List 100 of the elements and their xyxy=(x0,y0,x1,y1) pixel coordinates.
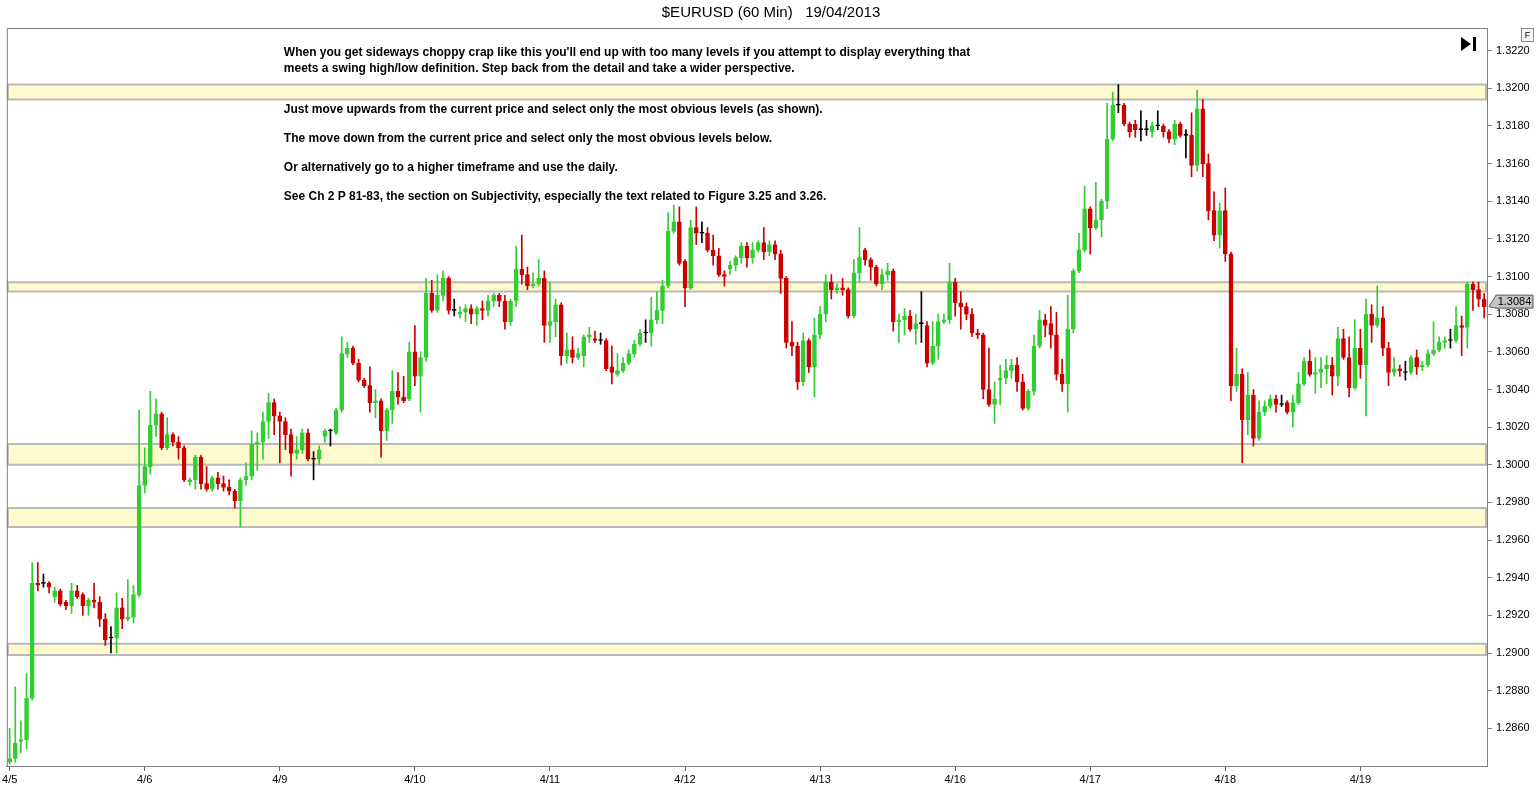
candlestick xyxy=(958,291,964,330)
candlestick xyxy=(1318,357,1324,388)
candlestick xyxy=(12,686,18,763)
candlestick xyxy=(86,598,91,616)
candlestick xyxy=(699,221,705,243)
candlestick xyxy=(930,321,935,366)
y-tick-label: 1.2860 xyxy=(1496,721,1530,734)
candlestick xyxy=(778,249,784,294)
candlestick xyxy=(277,411,283,464)
candlestick xyxy=(688,219,693,291)
candlestick xyxy=(947,263,952,324)
x-tick-label: 4/9 xyxy=(272,772,288,785)
candlestick xyxy=(1374,285,1380,328)
y-tick-label: 1.3180 xyxy=(1496,118,1530,131)
annotation: See Ch 2 P 81-83, the section on Subjectivity, especially the text related to Figure 3.25 and 3.26. xyxy=(283,188,827,203)
candlestick xyxy=(52,586,58,603)
candlestick xyxy=(131,584,136,624)
candlestick xyxy=(103,613,108,646)
annotation: The move down from the current price and select only the most obvious levels below. xyxy=(283,130,773,145)
candlestick xyxy=(24,673,29,750)
candlestick xyxy=(446,276,451,315)
y-tick-label: 1.3020 xyxy=(1496,420,1530,433)
candlestick xyxy=(677,206,682,266)
candlestick xyxy=(857,227,862,283)
y-tick-label: 1.3220 xyxy=(1496,43,1530,56)
candlestick xyxy=(1155,110,1161,130)
candlestick xyxy=(902,308,907,336)
chart-title: $EURUSD (60 Min) 19/04/2013 xyxy=(661,3,881,21)
candlestick xyxy=(1267,394,1273,409)
candlestick xyxy=(249,430,254,481)
x-tick-label: 4/18 xyxy=(1214,772,1237,785)
candlestick xyxy=(480,300,485,321)
y-tick-label: 1.3120 xyxy=(1496,231,1530,244)
candlestick xyxy=(992,381,997,424)
candlestick xyxy=(69,583,74,614)
candlestick xyxy=(519,234,525,285)
candlestick xyxy=(660,279,665,324)
candlestick xyxy=(1431,321,1436,356)
candlestick xyxy=(1442,336,1448,349)
y-tick-label: 1.3200 xyxy=(1496,81,1530,94)
candlestick xyxy=(345,342,350,358)
candlestick xyxy=(390,370,395,424)
candlestick xyxy=(1324,355,1329,385)
x-tick-label: 4/12 xyxy=(674,772,696,785)
x-tick-label: 4/16 xyxy=(944,772,966,785)
candlestick xyxy=(1183,129,1189,159)
candlestick xyxy=(615,353,620,377)
candlestick xyxy=(238,477,243,528)
candlestick xyxy=(401,375,406,403)
candlestick xyxy=(204,466,209,492)
candlestick xyxy=(587,327,592,343)
candlestick xyxy=(592,330,598,343)
y-tick-label: 1.3040 xyxy=(1496,382,1530,395)
candlestick xyxy=(176,436,181,460)
y-tick-label: 1.3160 xyxy=(1496,156,1530,169)
candlestick xyxy=(91,583,97,609)
candlestick xyxy=(1206,153,1211,221)
candlestick xyxy=(221,475,226,492)
x-tick-label: 4/19 xyxy=(1349,772,1372,785)
candlestick xyxy=(1172,119,1177,146)
candlestick xyxy=(812,317,817,398)
candlestick xyxy=(1161,123,1166,138)
y-tick-label: 1.2880 xyxy=(1496,683,1530,696)
candlestick xyxy=(1217,202,1222,249)
candlestick xyxy=(373,389,378,419)
candlestick xyxy=(570,336,575,364)
y-tick-label: 1.3080 xyxy=(1496,307,1530,320)
candlestick xyxy=(896,313,902,343)
candlestick xyxy=(1459,315,1464,356)
candlestick xyxy=(491,293,496,307)
candlestick xyxy=(1391,357,1397,377)
candlestick xyxy=(1037,310,1042,349)
candlestick xyxy=(829,274,834,300)
y-tick-label: 1.2920 xyxy=(1496,608,1530,621)
x-tick-label: 4/6 xyxy=(137,772,153,785)
candlestick xyxy=(874,264,879,287)
y-tick-label: 1.3140 xyxy=(1496,194,1530,207)
x-tick-label: 4/17 xyxy=(1079,772,1101,785)
candlestick xyxy=(705,227,710,253)
f-button: F xyxy=(1521,28,1534,42)
candlestick xyxy=(508,298,513,326)
y-tick-label: 1.2980 xyxy=(1496,495,1530,508)
y-tick-label: 1.2900 xyxy=(1496,646,1530,659)
candlestick xyxy=(733,255,738,272)
candlestick xyxy=(1025,389,1031,411)
candlestick xyxy=(840,278,845,296)
candlestick xyxy=(418,351,423,413)
candlestick xyxy=(1189,112,1194,178)
candlestick xyxy=(1234,347,1239,392)
candlestick xyxy=(525,266,530,291)
candlestick xyxy=(783,276,789,349)
candlestick xyxy=(1054,311,1059,381)
candlestick xyxy=(564,332,570,364)
candlestick xyxy=(547,281,553,343)
y-tick-label: 1.3100 xyxy=(1496,269,1530,282)
candlestick xyxy=(311,451,316,481)
annotation: Just move upwards from the current price and select only the most obvious levels (as shown). xyxy=(283,101,823,116)
candlestick xyxy=(193,455,198,490)
candlestick xyxy=(750,242,755,264)
annotation: When you get sideways choppy crap like this you'll end up with too many levels if you attempt to display everything that meets a swing high/low definition. Step back from the detail and take a wider perspective. xyxy=(283,45,971,76)
